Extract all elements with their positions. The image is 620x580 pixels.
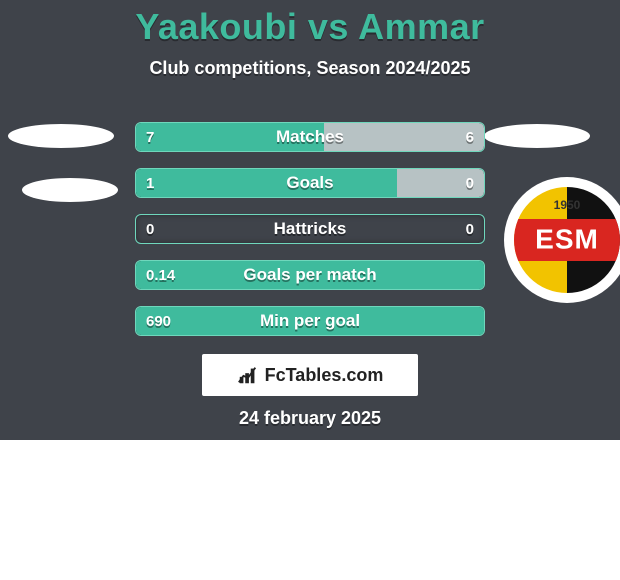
stat-bars: 76Matches 10Goals 00Hattricks 0.14Goals per… [135, 122, 485, 352]
stat-label: Hattricks [136, 215, 484, 243]
stat-bar: 690Min per goal [135, 306, 485, 336]
player-right-placeholder [484, 124, 590, 148]
brand-text: FcTables.com [265, 365, 384, 386]
brand-box[interactable]: FcTables.com [202, 354, 418, 396]
page-title: Yaakoubi vs Ammar [0, 0, 620, 48]
stat-bar: 0.14Goals per match [135, 260, 485, 290]
blank-area [0, 440, 620, 580]
stat-bar: 10Goals [135, 168, 485, 198]
stat-label: Goals [136, 169, 484, 197]
club-badge: 1950 ESM [504, 177, 620, 303]
comparison-card: Yaakoubi vs Ammar Club competitions, Sea… [0, 0, 620, 440]
date-label: 24 february 2025 [0, 408, 620, 429]
club-badge-year: 1950 [514, 198, 620, 212]
club-badge-letters: ESM [514, 223, 620, 255]
player-left-placeholder-2 [22, 178, 118, 202]
stat-label: Goals per match [136, 261, 484, 289]
player-left-placeholder-1 [8, 124, 114, 148]
stat-label: Matches [136, 123, 484, 151]
stat-bar: 76Matches [135, 122, 485, 152]
stat-bar: 00Hattricks [135, 214, 485, 244]
stat-label: Min per goal [136, 307, 484, 335]
page-subtitle: Club competitions, Season 2024/2025 [0, 58, 620, 79]
chart-icon [237, 364, 259, 386]
